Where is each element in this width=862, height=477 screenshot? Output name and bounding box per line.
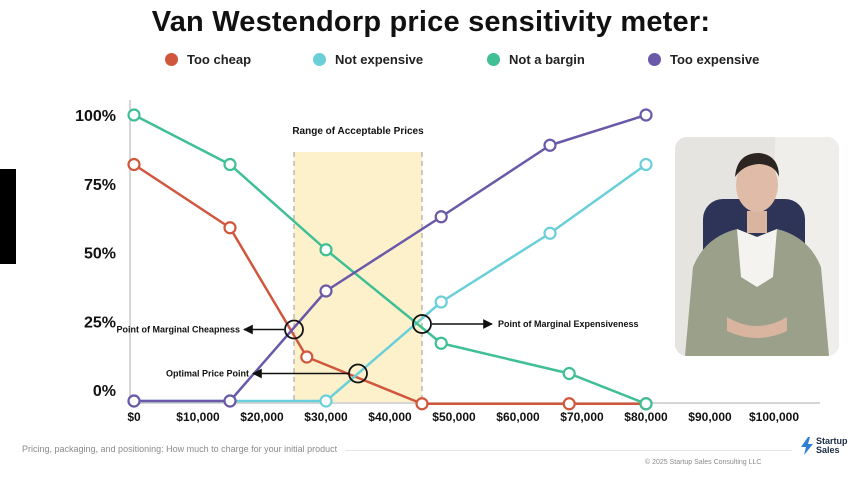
x-tick-label: $70,000 (560, 410, 604, 424)
series-1-point (127, 157, 141, 172)
legend-label: Not expensive (335, 52, 424, 67)
legend-dot-icon (313, 53, 326, 66)
series-3-point (639, 397, 653, 411)
series-1-point (562, 397, 576, 411)
legend: Too cheap Not expensive Not a bargin Too ex… (0, 52, 862, 72)
legend-item-3: Not a bargin (487, 52, 585, 67)
series-4-point (543, 138, 557, 152)
x-tick-label: $60,000 (496, 410, 540, 424)
legend-label: Too expensive (670, 52, 760, 67)
x-tick-label: $10,000 (176, 410, 220, 424)
y-tick-label: 25% (84, 314, 116, 331)
presenter-illustration (675, 137, 839, 356)
series-line-4 (134, 113, 647, 403)
series-4-point (639, 108, 653, 122)
y-tick-label: 100% (75, 108, 116, 125)
x-tick-label: $0 (127, 410, 141, 424)
legend-dot-icon (487, 53, 500, 66)
y-tick-label: 75% (84, 177, 116, 194)
footer-divider (345, 450, 792, 451)
logo-line-2: Sales (816, 445, 840, 455)
annotation-circle-2 (348, 363, 368, 384)
series-3-point (223, 157, 237, 172)
legend-label: Not a bargin (509, 52, 585, 67)
series-4-point (127, 394, 141, 408)
legend-dot-icon (648, 53, 661, 66)
annotation-circle-3 (412, 314, 432, 334)
y-tick-label: 0% (93, 383, 116, 400)
series-3-point (319, 243, 333, 257)
series-2-point (639, 157, 653, 172)
series-1-point (300, 350, 314, 364)
series-3-point (562, 366, 576, 381)
series-2-point (434, 295, 448, 309)
copyright-text: © 2025 Startup Sales Consulting LLC (645, 459, 762, 466)
legend-item-2: Not expensive (313, 52, 423, 67)
annotation-label-3: Point of Marginal Expensiveness (498, 319, 639, 329)
side-bar (0, 169, 16, 264)
series-3-point (127, 108, 141, 122)
series-line-3 (133, 113, 647, 405)
series-4-point (434, 210, 448, 224)
legend-dot-icon (165, 53, 178, 66)
annotation-circle-1 (284, 319, 304, 340)
legend-item-4: Too expensive (648, 52, 759, 67)
series-3-point (434, 336, 448, 350)
range-label: Range of Acceptable Prices (292, 126, 424, 137)
footer-caption: Pricing, packaging, and positioning: How… (22, 444, 338, 454)
series-1-point (415, 397, 429, 411)
y-tick-label: 50% (84, 246, 116, 263)
logo-line-1: Startup (816, 436, 848, 446)
x-tick-label: $50,000 (432, 410, 476, 424)
page-title: Van Westendorp price sensitivity meter: (151, 6, 711, 38)
startup-sales-logo: Startup Sales (800, 437, 848, 455)
x-tick-label: $40,000 (368, 410, 412, 424)
legend-item-1: Too cheap (165, 52, 251, 67)
lightning-logo-icon (801, 437, 813, 455)
x-tick-label: $80,000 (624, 410, 668, 424)
series-4-point (223, 394, 237, 408)
legend-label: Too cheap (187, 52, 252, 67)
series-2-point (319, 394, 333, 408)
series-4-point (319, 284, 333, 298)
series-1-point (223, 221, 237, 235)
x-tick-label: $30,000 (304, 410, 348, 424)
annotation-label-2: Optimal Price Point (166, 369, 249, 379)
x-tick-label: $100,000 (749, 410, 799, 424)
annotation-label-1: Point of Marginal Cheapness (116, 325, 240, 335)
series-2-point (543, 226, 557, 240)
x-tick-label: $90,000 (688, 410, 732, 424)
presenter-photo (675, 137, 839, 356)
x-tick-label: $20,000 (240, 410, 284, 424)
